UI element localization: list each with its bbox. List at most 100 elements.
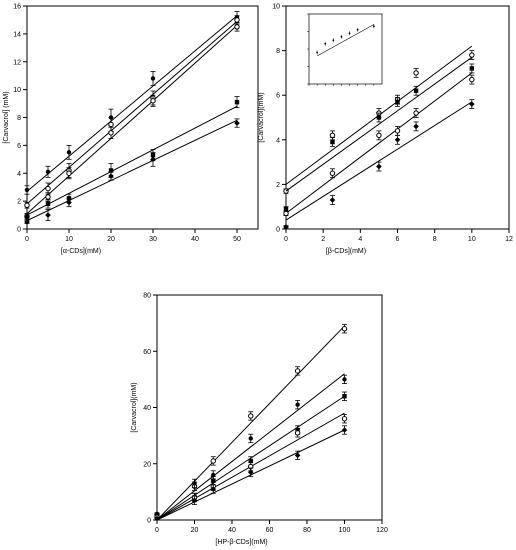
- regression-line: [26, 15, 238, 192]
- y-tick-label: 4: [17, 171, 21, 178]
- data-point: [24, 214, 30, 219]
- data-point: [66, 199, 72, 206]
- regression-line: [26, 119, 238, 222]
- data-point: [283, 210, 289, 217]
- data-point: [108, 130, 114, 136]
- data-point: [66, 150, 72, 155]
- regression-line: [285, 72, 473, 214]
- x-tick-label: 12: [505, 236, 513, 243]
- data-point: [469, 52, 475, 58]
- series: [154, 391, 347, 521]
- data-point: [45, 185, 51, 192]
- y-tick-label: 2: [17, 199, 21, 206]
- data-point: [108, 168, 114, 173]
- data-point: [210, 458, 216, 464]
- data-point: [413, 123, 419, 130]
- data-point: [376, 115, 382, 120]
- data-point: [45, 201, 51, 207]
- data-point: [248, 413, 254, 419]
- data-point: [342, 394, 347, 399]
- inset-point: [324, 42, 327, 45]
- x-tick-label: 20: [191, 527, 199, 534]
- x-tick-label: 0: [284, 236, 288, 243]
- data-point: [66, 170, 72, 176]
- x-tick-label: 6: [396, 236, 400, 243]
- inset-point: [316, 51, 319, 54]
- plot-frame: [156, 294, 383, 521]
- data-point: [108, 121, 114, 128]
- y-tick-label: 40: [143, 405, 151, 412]
- regression-line: [285, 101, 473, 221]
- y-tick-label: 10: [272, 4, 280, 11]
- x-tick-label: 8: [433, 236, 437, 243]
- x-tick-label: 50: [233, 236, 241, 243]
- hp-beta-cd-chart: 0 20 40 60 80 100 120 0 20 40 60 80 [HP-β-CDs](mM) [C…: [131, 293, 388, 547]
- alpha-cd-chart: 0 10 20 30 40 50 0 2 4 6 8 10 12 14 16 [α-CDs](mM) [Carv…: [3, 4, 259, 255]
- data-point: [283, 223, 289, 230]
- data-point: [413, 70, 419, 76]
- x-tick-label: 2: [321, 236, 325, 243]
- y-tick-label: 20: [143, 461, 151, 468]
- inset-point: [356, 28, 359, 31]
- beta-cd-chart: 0 2 4 6 8 10 12 0 2 4 6 8 10 [β-CDs](mM) [Carvacrol](m…: [258, 4, 513, 256]
- data-point: [248, 436, 253, 441]
- y-tick-label: 8: [276, 48, 280, 55]
- inset-frame: [308, 13, 383, 85]
- data-point: [150, 156, 156, 163]
- series: [24, 96, 240, 220]
- series: [154, 412, 348, 521]
- y-tick-label: 6: [276, 93, 280, 100]
- regression-line: [26, 105, 238, 216]
- data-point: [247, 469, 254, 475]
- y-tick-label: 0: [276, 227, 280, 234]
- data-point: [376, 163, 382, 170]
- data-point: [234, 17, 240, 23]
- y-tick-label: 6: [17, 143, 21, 150]
- data-point: [330, 139, 335, 145]
- y-axis-label: [Carvacrol](mM): [258, 92, 265, 142]
- series: [154, 373, 347, 521]
- series: [283, 45, 475, 194]
- data-point: [469, 101, 475, 107]
- data-point: [341, 326, 348, 332]
- data-point: [341, 416, 348, 422]
- data-point: [192, 481, 197, 486]
- x-tick-label: 100: [339, 527, 351, 534]
- series: [154, 425, 348, 522]
- plot-frame: [26, 5, 259, 230]
- y-tick-label: 2: [276, 182, 280, 189]
- x-tick-label: 10: [65, 236, 73, 243]
- data-point: [413, 88, 419, 93]
- inset-point: [332, 39, 335, 42]
- regression-line: [156, 373, 345, 521]
- y-tick-label: 10: [13, 87, 21, 94]
- data-point: [150, 76, 156, 81]
- data-point: [234, 24, 240, 30]
- data-point: [469, 76, 475, 83]
- data-point: [394, 137, 401, 143]
- data-point: [294, 452, 301, 459]
- data-point: [413, 110, 419, 116]
- inset-chart: [307, 13, 383, 86]
- data-point: [191, 497, 198, 504]
- data-point: [329, 170, 336, 176]
- data-point: [45, 169, 51, 175]
- data-point: [469, 66, 475, 71]
- x-tick-label: 60: [266, 527, 274, 534]
- data-point: [45, 194, 51, 200]
- data-point: [210, 486, 217, 492]
- x-axis-label: [α-CDs](mM): [61, 248, 101, 255]
- regression-line: [26, 25, 238, 215]
- y-tick-label: 16: [13, 4, 21, 11]
- data-point: [294, 368, 301, 374]
- data-point: [342, 377, 347, 382]
- series: [283, 99, 475, 230]
- x-tick-label: 40: [228, 527, 236, 534]
- data-point: [211, 478, 216, 483]
- data-point: [234, 99, 240, 105]
- x-axis-label: [HP-β-CDs](mM): [215, 539, 267, 546]
- x-tick-label: 0: [155, 527, 159, 534]
- regression-line: [156, 325, 345, 521]
- data-point: [329, 197, 336, 203]
